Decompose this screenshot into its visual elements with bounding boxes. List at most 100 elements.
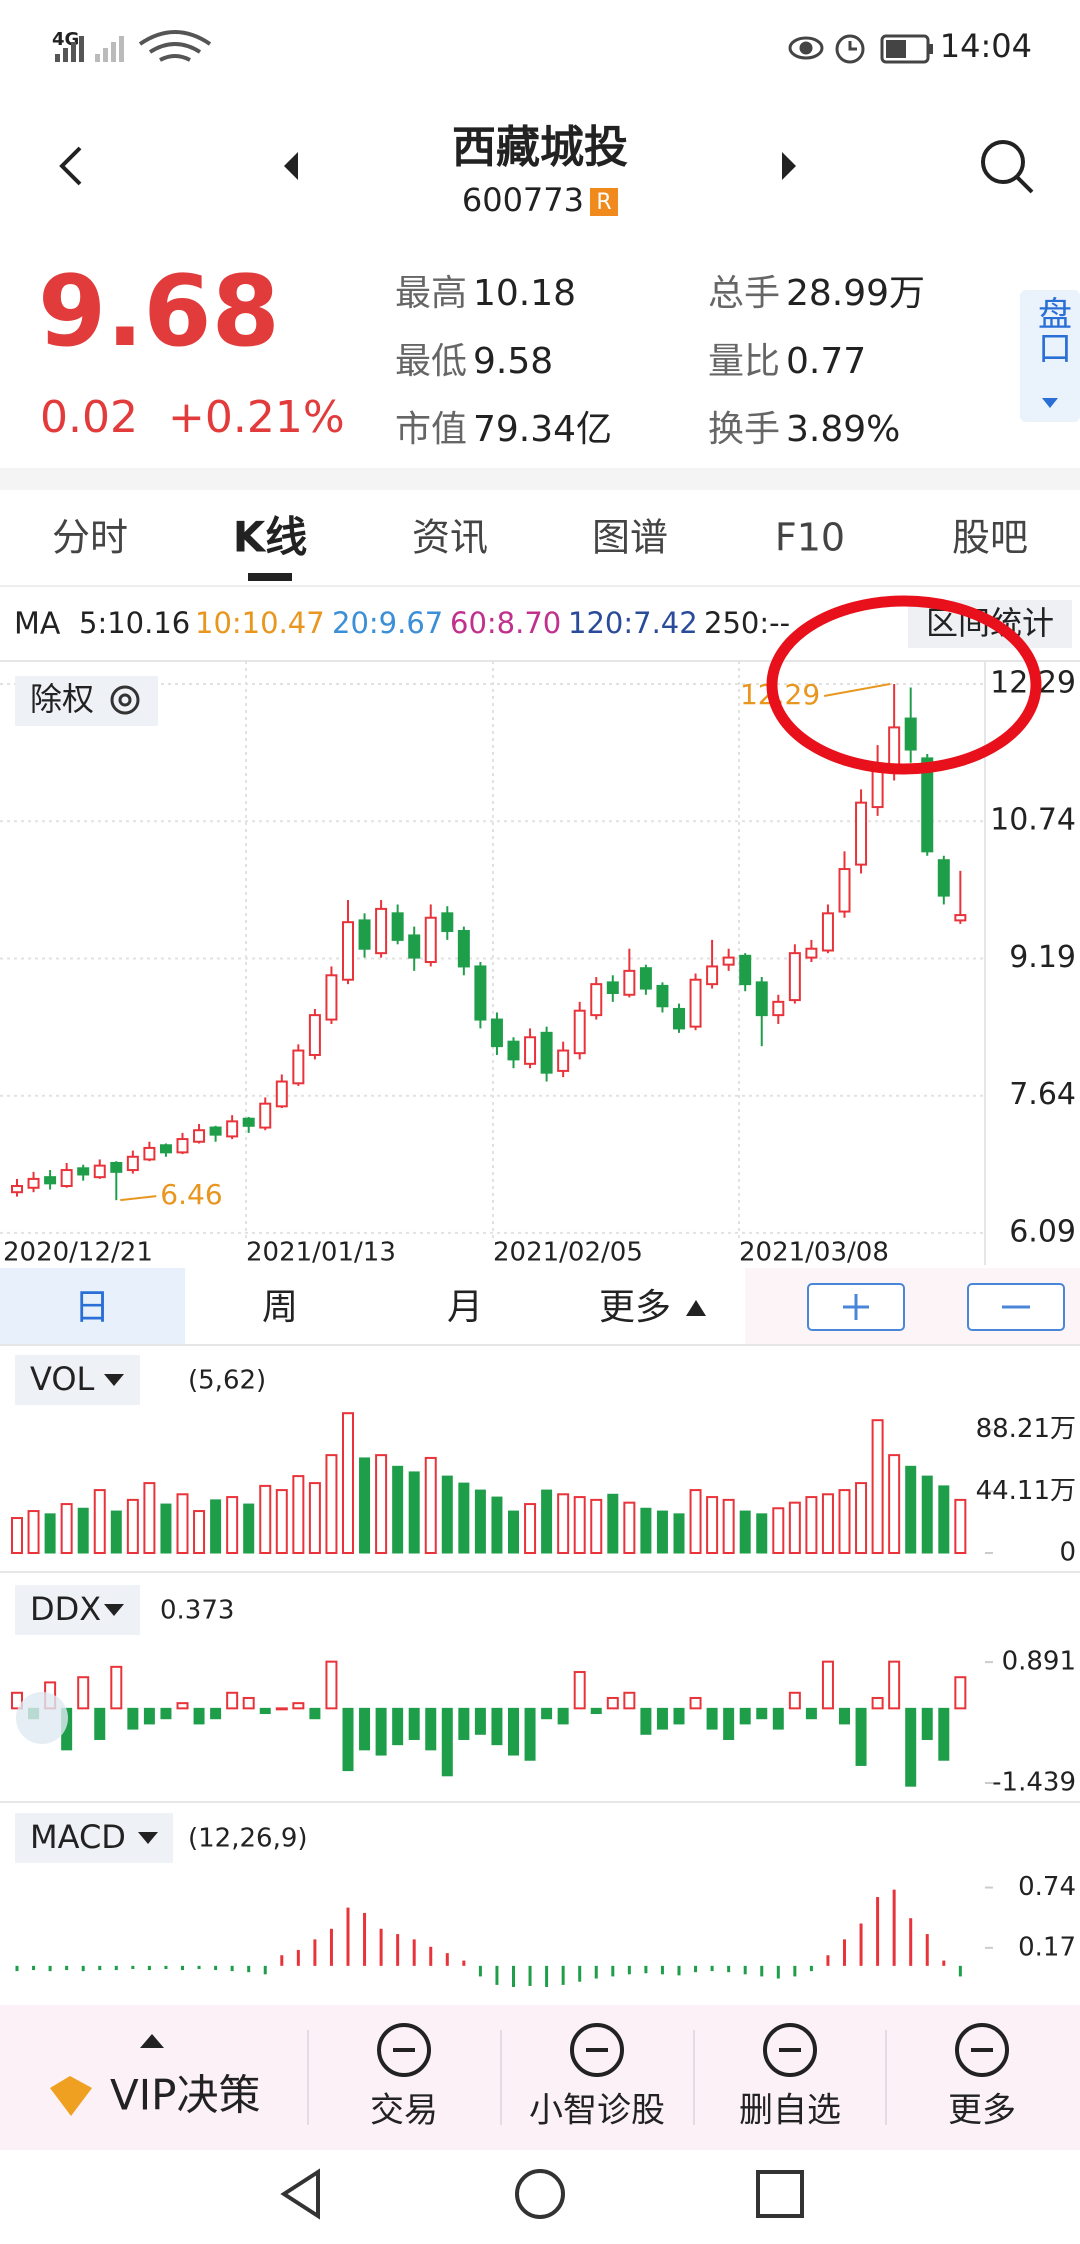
- nav-back[interactable]: [280, 2168, 320, 2220]
- tab[interactable]: 图谱: [592, 516, 668, 560]
- panel-label[interactable]: DDX: [30, 1590, 101, 1628]
- candle-body: [573, 1009, 586, 1055]
- candle-body: [126, 1155, 139, 1172]
- bar: [491, 1707, 503, 1746]
- bar: [375, 1454, 388, 1554]
- stock-code: 600773: [462, 181, 584, 219]
- panel-label[interactable]: VOL: [30, 1360, 95, 1398]
- bar: [623, 1501, 636, 1555]
- panel-label-bg[interactable]: [15, 1585, 140, 1635]
- bar: [809, 1965, 813, 1972]
- bar: [541, 1489, 553, 1554]
- panel-label[interactable]: MACD: [30, 1818, 126, 1856]
- action-label[interactable]: 更多: [948, 2091, 1016, 2131]
- bar: [243, 1503, 255, 1554]
- candle-body: [540, 1031, 553, 1074]
- candle-body: [855, 801, 868, 866]
- annotation-circle: [766, 595, 1042, 775]
- bar: [375, 1707, 387, 1756]
- bar: [623, 1691, 636, 1710]
- vip-button[interactable]: VIP决策: [110, 2071, 260, 2120]
- bar: [905, 1707, 917, 1787]
- float-button[interactable]: [16, 1692, 68, 1744]
- bar: [408, 1707, 420, 1740]
- bar: [921, 1707, 933, 1740]
- bar: [160, 1707, 172, 1720]
- bar: [275, 1707, 288, 1711]
- dropdown-arrow: [104, 1374, 124, 1386]
- period-tab[interactable]: 更多: [599, 1287, 671, 1328]
- bar: [325, 1454, 338, 1554]
- tab[interactable]: 股吧: [952, 516, 1028, 560]
- candle-body: [292, 1049, 305, 1085]
- candle-body: [590, 983, 603, 1017]
- bar: [474, 1707, 486, 1735]
- adjust-button[interactable]: 除权: [30, 680, 94, 718]
- bar: [925, 1934, 929, 1966]
- bar: [193, 1707, 205, 1725]
- nav-recent[interactable]: [756, 2170, 804, 2218]
- bar: [524, 1707, 536, 1761]
- side-button[interactable]: 盘口: [1032, 296, 1072, 364]
- bar: [147, 1965, 151, 1971]
- bar: [524, 1503, 537, 1555]
- next-stock[interactable]: [782, 152, 796, 180]
- signal-icon: [55, 30, 212, 62]
- stat-label: 市值: [395, 409, 467, 450]
- period-tab[interactable]: 日: [74, 1287, 110, 1328]
- tab[interactable]: 分时: [52, 516, 128, 560]
- candle-body: [110, 1161, 123, 1173]
- bar: [611, 1965, 615, 1977]
- bar: [590, 1498, 603, 1554]
- tab-indicator: [248, 573, 292, 581]
- bar: [557, 1707, 569, 1725]
- action-label[interactable]: 删自选: [739, 2091, 841, 2131]
- candle-body: [93, 1164, 106, 1179]
- period-tab[interactable]: 周: [262, 1287, 298, 1328]
- bar: [359, 1707, 371, 1751]
- bar: [11, 1517, 23, 1555]
- search-button[interactable]: [981, 140, 1034, 194]
- bar: [325, 1660, 338, 1710]
- prev-stock[interactable]: [284, 152, 298, 180]
- candle-body: [821, 912, 834, 952]
- candle-body: [325, 974, 338, 1021]
- bar: [541, 1707, 553, 1720]
- adjust-button-bg[interactable]: [15, 676, 158, 726]
- bar: [98, 1965, 102, 1971]
- stat-value: 10.18: [473, 273, 576, 314]
- y-tick-label: -1.439: [992, 1768, 1076, 1798]
- status-icons: [788, 34, 933, 64]
- bar: [772, 1707, 784, 1730]
- period-tab[interactable]: 月: [447, 1287, 483, 1328]
- bar: [181, 1965, 184, 1971]
- bar: [44, 1513, 56, 1554]
- bar: [689, 1489, 702, 1555]
- bar: [739, 1707, 751, 1725]
- bar: [508, 1707, 519, 1756]
- bar: [247, 1965, 251, 1973]
- y-tick-label: 44.11万: [976, 1476, 1076, 1506]
- tab[interactable]: K线: [233, 513, 308, 562]
- action-label[interactable]: 交易: [370, 2091, 438, 2131]
- panel-value: 0.373: [160, 1596, 234, 1626]
- side-button-bg[interactable]: [1020, 290, 1080, 422]
- candle-body: [159, 1144, 172, 1154]
- panel-label-bg[interactable]: [15, 1355, 140, 1405]
- tab[interactable]: 资讯: [412, 516, 488, 560]
- candle-body: [44, 1176, 57, 1185]
- bar: [363, 1912, 367, 1966]
- tab[interactable]: F10: [775, 516, 845, 560]
- candle-body: [557, 1049, 570, 1072]
- action-label[interactable]: 小智诊股: [529, 2091, 665, 2131]
- bar: [706, 1707, 718, 1730]
- bar: [805, 1496, 818, 1554]
- bar: [673, 1707, 685, 1725]
- bar: [760, 1965, 764, 1977]
- back-button[interactable]: [59, 146, 82, 186]
- candle-body: [689, 978, 702, 1028]
- nav-home[interactable]: [515, 2169, 565, 2219]
- bar: [425, 1707, 437, 1751]
- bar: [557, 1493, 570, 1554]
- bar: [640, 1507, 652, 1554]
